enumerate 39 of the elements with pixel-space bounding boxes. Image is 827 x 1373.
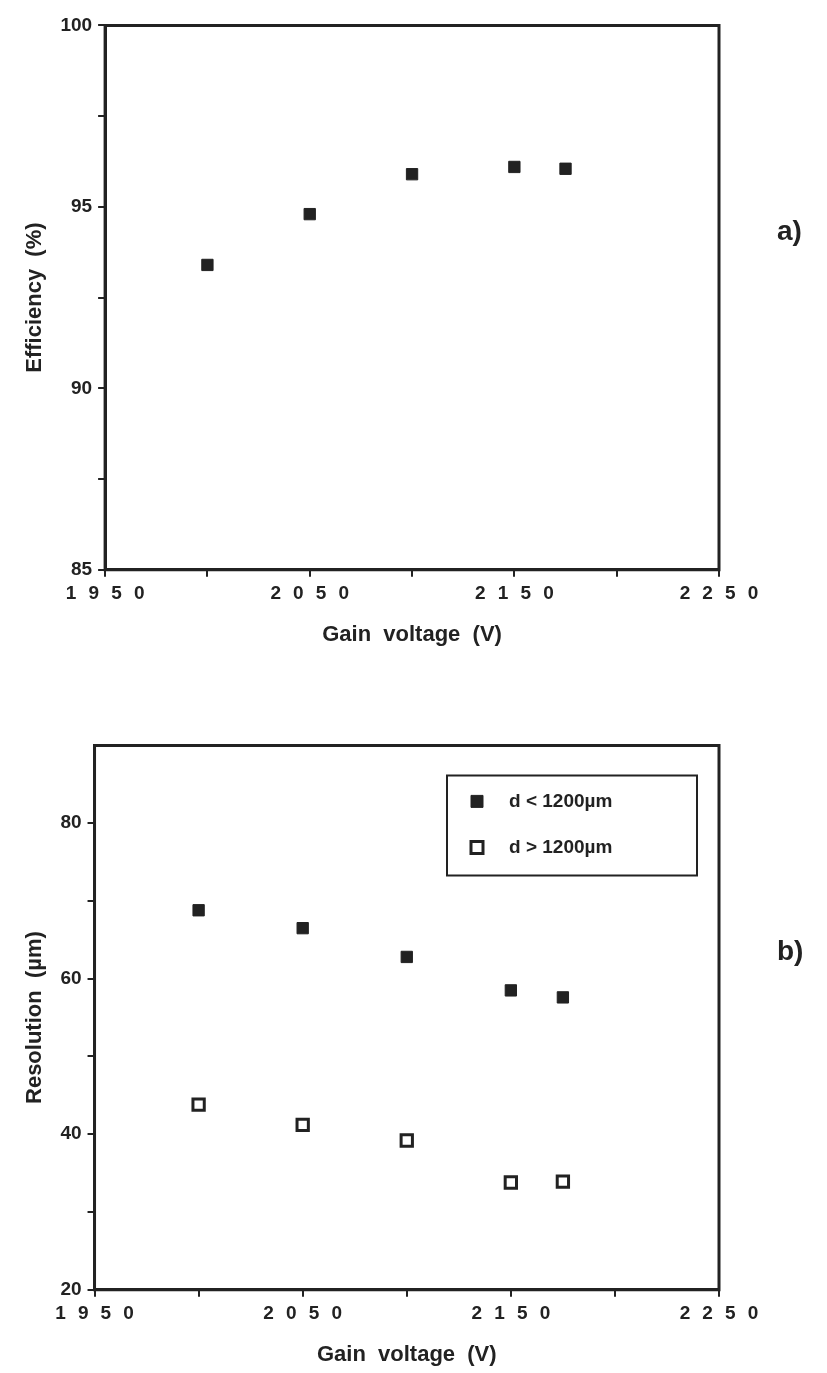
point <box>405 168 419 181</box>
text: b) <box>777 934 804 966</box>
point <box>295 1117 310 1133</box>
text: a) <box>777 214 802 246</box>
point <box>303 207 316 221</box>
legend-label: d < 1200µm <box>509 789 613 811</box>
point <box>559 162 572 175</box>
point <box>296 922 309 935</box>
y-tick-label: 80 <box>60 811 82 833</box>
point <box>192 904 205 917</box>
legend-label: d > 1200µm <box>509 835 613 857</box>
y-axis-title: Efficiency (%) <box>21 222 47 373</box>
x-tick-label: 2 2 5 0 <box>679 582 759 604</box>
point <box>400 950 413 964</box>
x-tick-label: 2 1 5 0 <box>475 582 554 604</box>
y-tick-label: 100 <box>60 13 93 35</box>
x-tick-label: 1 9 5 0 <box>55 1302 134 1324</box>
point <box>504 984 517 997</box>
point <box>503 1175 518 1190</box>
point <box>555 1174 571 1189</box>
point <box>508 160 521 174</box>
y-tick-label: 90 <box>70 376 93 398</box>
x-tick-label: 2 0 5 0 <box>263 1302 343 1324</box>
x-tick-label: 2 0 5 0 <box>270 582 350 604</box>
point <box>399 1133 414 1148</box>
x-axis-title: Gain voltage (V) <box>316 1340 497 1366</box>
y-tick-label: 85 <box>70 558 93 580</box>
y-tick-label: 95 <box>70 195 93 217</box>
y-axis-title: Resolution (µm) <box>21 931 47 1104</box>
x-tick-label: 1 9 5 0 <box>65 582 145 604</box>
y-tick-label: 40 <box>60 1122 82 1144</box>
y-tick-label: 60 <box>60 966 82 988</box>
x-axis-title: Gain voltage (V) <box>322 620 502 646</box>
point <box>201 258 214 272</box>
x-tick-label: 2 1 5 0 <box>471 1302 551 1324</box>
point <box>191 1097 206 1112</box>
x-tick-label: 2 2 5 0 <box>679 1302 759 1324</box>
y-tick-label: 20 <box>60 1278 82 1300</box>
point <box>556 991 570 1004</box>
